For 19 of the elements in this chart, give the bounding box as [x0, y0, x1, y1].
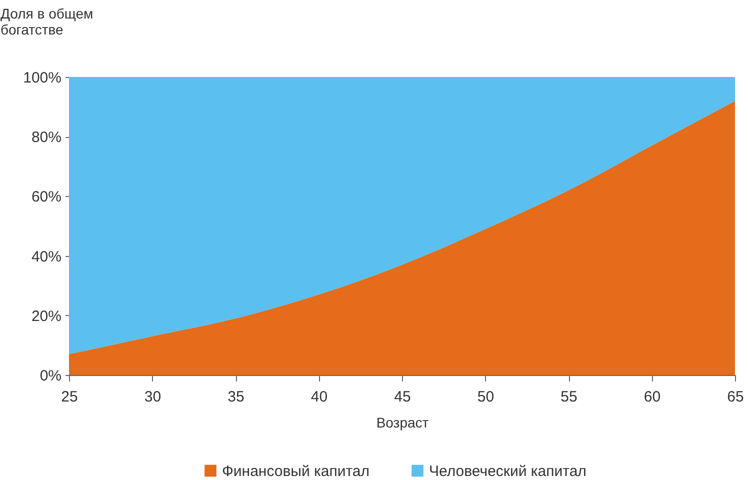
- y-axis-title: Доля в общем богатстве: [0, 6, 94, 38]
- x-tick-label: 25: [61, 388, 78, 406]
- x-axis-title: Возраст: [376, 414, 430, 430]
- y-tick-label: 80%: [31, 129, 62, 146]
- x-tick-label: 50: [477, 388, 494, 406]
- x-tick-label: 60: [644, 388, 661, 406]
- y-tick-label: 60%: [31, 188, 62, 206]
- legend-label: Финансовый капитал: [222, 462, 370, 480]
- x-tick-label: 35: [228, 388, 244, 406]
- x-tick-label: 45: [394, 388, 411, 406]
- y-tick-label: 0%: [40, 368, 62, 384]
- x-tick-label: 40: [310, 388, 328, 406]
- x-tick-label: 30: [144, 388, 162, 406]
- x-tick-label: 55: [560, 388, 578, 406]
- x-tick-label: 65: [727, 388, 744, 406]
- y-tick-label: 20%: [31, 308, 62, 325]
- y-tick-label: 100%: [23, 70, 62, 86]
- y-tick-label: 40%: [31, 248, 62, 266]
- legend-label: Человеческий капитал: [429, 462, 586, 480]
